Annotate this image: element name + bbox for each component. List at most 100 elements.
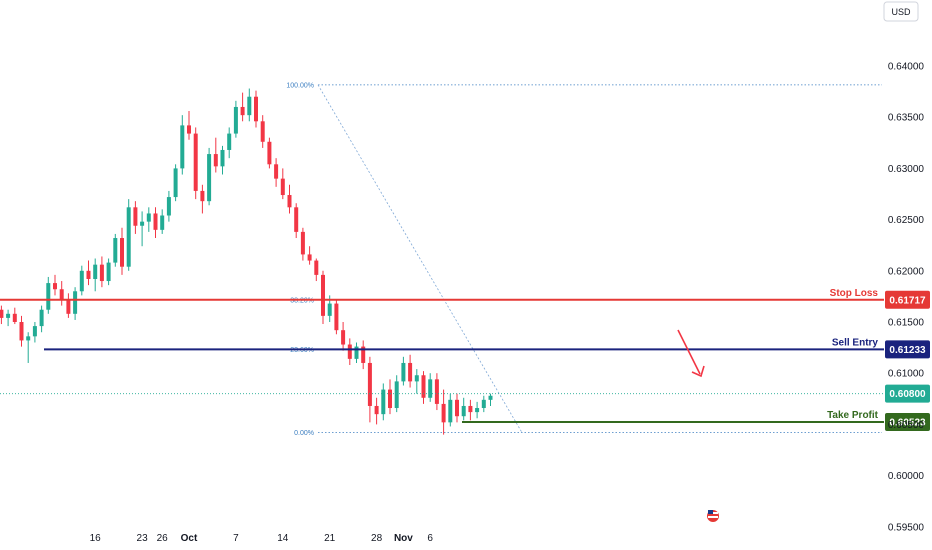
level-price: 0.61233 — [889, 345, 926, 356]
candle-body — [414, 375, 419, 382]
candle-body — [153, 213, 158, 230]
candle-body — [481, 399, 486, 409]
candle-body — [488, 395, 493, 400]
candle-body — [294, 207, 299, 232]
candle-body — [73, 291, 78, 314]
candle-body — [32, 326, 37, 337]
candle-body — [347, 344, 352, 359]
currency-label[interactable]: USD — [883, 1, 919, 22]
candle-body — [240, 106, 245, 116]
candle-body — [307, 254, 312, 261]
candle-body — [140, 221, 145, 226]
level-name: Stop Loss — [830, 288, 879, 299]
us-flag-icon[interactable] — [707, 510, 719, 522]
candle-body — [160, 215, 165, 230]
candle-body — [220, 149, 225, 167]
candlestick-series — [0, 88, 493, 435]
candle-body — [455, 399, 459, 417]
fibonacci-retracement[interactable]: 100.00%38.20%23.60%0.00% — [286, 82, 882, 437]
x-tick-label: 21 — [324, 533, 336, 544]
candle-body — [79, 270, 84, 292]
candle-body — [86, 270, 91, 279]
y-tick-label: 0.59500 — [888, 522, 925, 533]
y-tick-label: 0.60000 — [888, 471, 925, 482]
level-name: Sell Entry — [832, 337, 879, 348]
candle-body — [381, 389, 386, 415]
candle-body — [213, 154, 218, 167]
candle-body — [227, 133, 232, 150]
candle-body — [394, 381, 399, 409]
candle-body — [46, 283, 51, 310]
y-tick-label: 0.60500 — [888, 420, 925, 431]
candle-body — [334, 303, 339, 331]
y-tick-label: 0.62500 — [888, 215, 925, 226]
candle-body — [93, 264, 98, 279]
x-tick-label: Oct — [181, 533, 198, 544]
x-tick-label: 14 — [277, 533, 289, 544]
candle-body — [180, 125, 185, 169]
x-tick-label: 7 — [233, 533, 239, 544]
candle-body — [327, 303, 332, 316]
candle-body — [408, 362, 413, 382]
candle-body — [314, 260, 319, 275]
candle-body — [260, 121, 265, 142]
candle-body — [0, 309, 4, 318]
candle-body — [12, 313, 17, 322]
price-axis[interactable]: 0.64000 0.63500 0.63000 0.62500 0.62000 0.615… — [888, 62, 925, 534]
y-tick-label: 0.61000 — [888, 369, 925, 380]
candle-body — [287, 195, 292, 208]
candle-body — [59, 289, 64, 300]
candle-body — [274, 164, 279, 179]
level-name: Take Profit — [827, 410, 879, 421]
time-axis[interactable]: 16 23 26 Oct 7 14 21 28 Nov 6 — [90, 533, 434, 544]
candle-body — [421, 375, 426, 398]
candle-body — [200, 190, 205, 202]
candle-body — [341, 330, 346, 345]
candle-body — [367, 362, 372, 406]
candle-body — [146, 213, 151, 222]
candle-body — [106, 262, 111, 282]
candle-body — [113, 238, 118, 263]
candle-body — [361, 346, 366, 363]
candle-body — [254, 96, 258, 122]
candle-body — [434, 379, 439, 404]
candle-body — [39, 309, 44, 327]
y-tick-label: 0.63500 — [888, 113, 925, 124]
candle-body — [207, 154, 212, 202]
candle-body — [6, 313, 11, 318]
candle-body — [66, 299, 71, 314]
fib-level-label: 0.00% — [294, 430, 314, 437]
current-price-tag[interactable] — [885, 384, 930, 403]
x-tick-label: Nov — [394, 533, 413, 544]
candle-body — [267, 141, 272, 165]
candle-body — [388, 389, 392, 409]
currency-text: USD — [891, 7, 911, 17]
candle-body — [441, 403, 446, 423]
level-price-tag[interactable] — [885, 413, 930, 432]
x-tick-label: 28 — [371, 533, 383, 544]
candle-body — [448, 399, 453, 423]
candle-body — [99, 264, 104, 282]
fib-level-label: 100.00% — [286, 82, 314, 89]
x-tick-label: 6 — [427, 533, 433, 544]
candle-body — [475, 408, 480, 413]
x-tick-label: 23 — [137, 533, 149, 544]
candle-body — [280, 178, 285, 196]
candle-body — [193, 133, 198, 191]
fib-trendline — [317, 84, 523, 433]
candle-body — [26, 336, 31, 341]
candle-body — [401, 362, 406, 382]
x-tick-label: 26 — [157, 533, 169, 544]
candle-body — [233, 106, 238, 134]
candle-body — [428, 379, 433, 398]
candle-body — [374, 405, 379, 415]
candle-body — [19, 322, 24, 341]
candle-body — [187, 125, 191, 134]
trade-levels[interactable]: Stop Loss 0.61717 Sell Entry 0.61233 Take Pr… — [0, 288, 930, 432]
level-price-tag[interactable] — [885, 340, 930, 359]
candle-body — [53, 283, 57, 290]
x-tick-label: 16 — [90, 533, 102, 544]
y-tick-label: 0.63000 — [888, 164, 925, 175]
level-price-tag[interactable] — [885, 290, 930, 309]
